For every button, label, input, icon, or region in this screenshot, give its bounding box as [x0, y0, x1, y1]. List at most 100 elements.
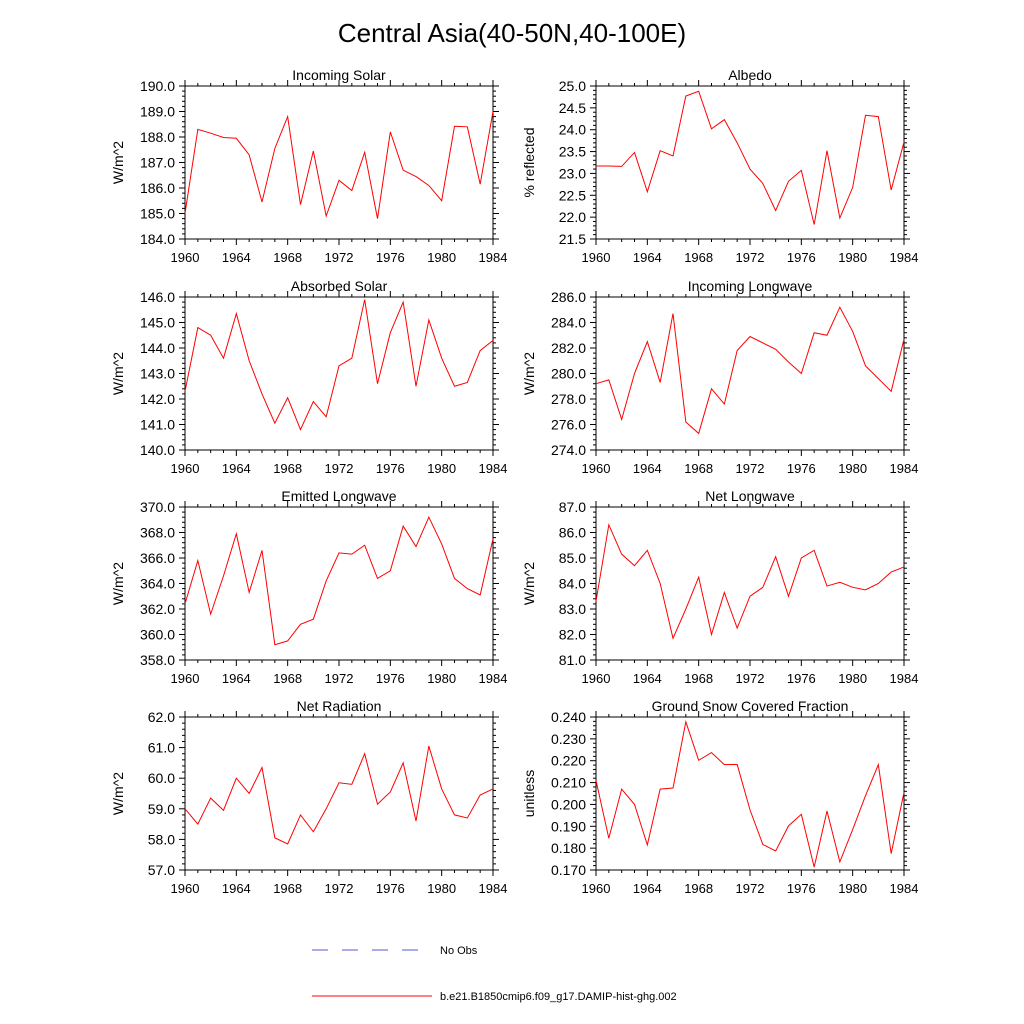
figure-title: Central Asia(40-50N,40-100E) — [338, 18, 686, 48]
x-tick-label: 1964 — [633, 250, 662, 265]
y-tick-label: 370.0 — [140, 499, 175, 515]
y-tick-label: 362.0 — [140, 601, 175, 617]
y-tick-label: 22.5 — [559, 187, 586, 203]
y-axis-label: W/m^2 — [521, 562, 537, 605]
y-tick-label: 190.0 — [140, 78, 175, 94]
plot-frame — [595, 296, 905, 451]
x-tick-label: 1984 — [890, 881, 919, 896]
panel-title: Incoming Longwave — [688, 278, 813, 294]
panel: Albedo % reflected 1960 1964 1968 1972 1976 198… — [521, 67, 918, 265]
x-tick-label: 1980 — [838, 461, 867, 476]
legend-model-label: b.e21.B1850cmip6.f09_g17.DAMIP-hist-ghg.… — [440, 991, 677, 1003]
series-line — [595, 523, 905, 640]
x-tick-label: 1960 — [171, 671, 200, 686]
y-tick-label: 144.0 — [140, 340, 175, 356]
x-tick-label: 1968 — [684, 461, 713, 476]
panel-title: Net Radiation — [297, 698, 382, 714]
x-tick-label: 1976 — [787, 250, 816, 265]
y-tick-label: 23.5 — [559, 144, 586, 160]
x-tick-label: 1980 — [427, 671, 456, 686]
y-axis-label: W/m^2 — [521, 352, 537, 395]
y-tick-label: 364.0 — [140, 576, 175, 592]
x-tick-label: 1964 — [222, 881, 251, 896]
x-tick-label: 1980 — [427, 250, 456, 265]
y-tick-label: 0.180 — [551, 840, 586, 856]
x-tick-label: 1968 — [684, 881, 713, 896]
y-tick-label: 0.190 — [551, 818, 586, 834]
panel-title: Net Longwave — [705, 488, 795, 504]
series-line — [184, 299, 494, 431]
y-tick-label: 187.0 — [140, 155, 175, 171]
series-line — [184, 516, 494, 646]
y-tick-label: 60.0 — [148, 770, 175, 786]
y-tick-label: 0.170 — [551, 862, 586, 878]
panel-title: Ground Snow Covered Fraction — [652, 698, 849, 714]
panel: Emitted Longwave W/m^2 1960 1964 1968 1972 197… — [110, 488, 507, 686]
x-tick-label: 1964 — [633, 881, 662, 896]
y-tick-label: 185.0 — [140, 206, 175, 222]
y-axis-label: W/m^2 — [110, 772, 126, 815]
x-tick-label: 1984 — [479, 671, 508, 686]
series-line — [184, 745, 494, 845]
panel-title: Incoming Solar — [292, 67, 386, 83]
y-axis-label: W/m^2 — [110, 562, 126, 605]
x-tick-label: 1984 — [890, 250, 919, 265]
panel-grid: Incoming Solar W/m^2 1960 1964 1968 1972 1976 1… — [110, 67, 918, 896]
y-tick-label: 143.0 — [140, 366, 175, 382]
x-tick-label: 1964 — [633, 461, 662, 476]
x-tick-label: 1960 — [171, 461, 200, 476]
y-tick-label: 282.0 — [551, 340, 586, 356]
plot-frame — [595, 716, 905, 871]
x-tick-label: 1980 — [838, 250, 867, 265]
y-tick-label: 141.0 — [140, 417, 175, 433]
panel: Net Radiation W/m^2 1960 1964 1968 1972 1976 19… — [110, 698, 507, 896]
y-tick-label: 24.0 — [559, 122, 586, 138]
y-tick-label: 358.0 — [140, 652, 175, 668]
x-tick-label: 1960 — [582, 250, 611, 265]
y-tick-label: 24.5 — [559, 100, 586, 116]
y-tick-label: 278.0 — [551, 391, 586, 407]
panel: Absorbed Solar W/m^2 1960 1964 1968 1972 1976 1… — [110, 278, 507, 476]
y-tick-label: 59.0 — [148, 801, 175, 817]
y-tick-label: 83.0 — [559, 601, 586, 617]
y-axis-label: W/m^2 — [110, 352, 126, 395]
y-tick-label: 62.0 — [148, 709, 175, 725]
plot-frame — [184, 296, 494, 451]
x-tick-label: 1968 — [273, 461, 302, 476]
x-tick-label: 1972 — [736, 881, 765, 896]
y-tick-label: 280.0 — [551, 366, 586, 382]
x-tick-label: 1960 — [582, 881, 611, 896]
y-tick-label: 61.0 — [148, 740, 175, 756]
y-tick-label: 184.0 — [140, 231, 175, 247]
y-tick-label: 0.220 — [551, 753, 586, 769]
plot-frame — [595, 85, 905, 240]
x-tick-label: 1968 — [684, 671, 713, 686]
y-tick-label: 23.0 — [559, 165, 586, 181]
y-axis-label: W/m^2 — [110, 141, 126, 184]
x-tick-label: 1984 — [890, 461, 919, 476]
x-tick-label: 1984 — [479, 461, 508, 476]
x-tick-label: 1968 — [273, 671, 302, 686]
y-tick-label: 58.0 — [148, 831, 175, 847]
y-axis-label: unitless — [521, 770, 537, 817]
y-tick-label: 21.5 — [559, 231, 586, 247]
x-tick-label: 1968 — [273, 881, 302, 896]
x-tick-label: 1960 — [171, 881, 200, 896]
y-tick-label: 274.0 — [551, 442, 586, 458]
x-tick-label: 1976 — [376, 671, 405, 686]
plot-frame — [184, 716, 494, 871]
y-tick-label: 0.210 — [551, 775, 586, 791]
x-tick-label: 1976 — [787, 671, 816, 686]
x-tick-label: 1972 — [325, 461, 354, 476]
y-tick-label: 276.0 — [551, 417, 586, 433]
y-tick-label: 286.0 — [551, 289, 586, 305]
panel: Incoming Longwave W/m^2 1960 1964 1968 1972 19… — [521, 278, 918, 476]
y-tick-label: 22.0 — [559, 209, 586, 225]
y-tick-label: 0.240 — [551, 709, 586, 725]
y-tick-label: 25.0 — [559, 78, 586, 94]
panel: Ground Snow Covered Fraction unitless 1960… — [521, 698, 918, 896]
y-tick-label: 85.0 — [559, 550, 586, 566]
x-tick-label: 1972 — [325, 881, 354, 896]
x-tick-label: 1968 — [684, 250, 713, 265]
